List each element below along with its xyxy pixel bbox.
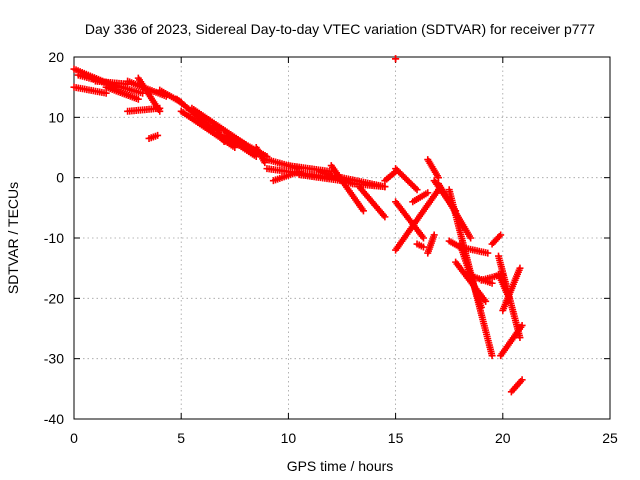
- data-point: [424, 189, 432, 197]
- data-point: [497, 231, 505, 239]
- x-axis-label: GPS time / hours: [287, 458, 394, 474]
- data-point: [516, 334, 524, 342]
- data-point: [518, 321, 526, 329]
- data-point: [392, 55, 400, 63]
- y-tick-label: -40: [44, 411, 64, 427]
- data-point: [488, 352, 496, 360]
- y-tick-label: -30: [44, 351, 64, 367]
- data-point: [381, 213, 389, 221]
- data-point: [516, 264, 524, 272]
- data-point: [359, 207, 367, 215]
- x-tick-label: 0: [70, 430, 78, 446]
- y-tick-label: 10: [48, 109, 64, 125]
- data-point: [467, 234, 475, 242]
- data-point: [518, 376, 526, 384]
- data-point: [413, 186, 421, 194]
- data-point: [102, 89, 110, 97]
- x-tick-label: 15: [388, 430, 404, 446]
- data-point: [477, 303, 485, 311]
- chart-title: Day 336 of 2023, Sidereal Day-to-day VTE…: [85, 21, 595, 37]
- axis-ticks: 0 5 10 15 20 25 -40 -30 -20 -10 0 10 20: [44, 49, 618, 446]
- x-tick-label: 25: [602, 430, 618, 446]
- y-tick-label: 20: [48, 49, 64, 65]
- plot-frame: [73, 56, 611, 420]
- data-point: [154, 131, 162, 139]
- data-point: [430, 231, 438, 239]
- x-tick-label: 20: [495, 430, 511, 446]
- data-point: [419, 243, 427, 251]
- data-point: [488, 279, 496, 287]
- data-point: [434, 174, 442, 182]
- data-point: [495, 232, 503, 240]
- x-tick-label: 5: [177, 430, 185, 446]
- data-point: [484, 249, 492, 257]
- x-tick-label: 10: [281, 430, 297, 446]
- y-tick-label: 0: [56, 170, 64, 186]
- data-point: [220, 137, 228, 145]
- data-point: [134, 95, 142, 103]
- data-point: [482, 297, 490, 305]
- y-tick-label: -20: [44, 290, 64, 306]
- data-markers: [70, 55, 526, 396]
- y-tick-label: -10: [44, 230, 64, 246]
- data-point: [381, 183, 389, 191]
- data-point: [156, 107, 164, 115]
- data-point: [412, 184, 420, 192]
- grid-lines: [74, 57, 610, 419]
- data-point: [419, 234, 427, 242]
- y-axis-label: SDTVAR / TECUs: [5, 182, 21, 294]
